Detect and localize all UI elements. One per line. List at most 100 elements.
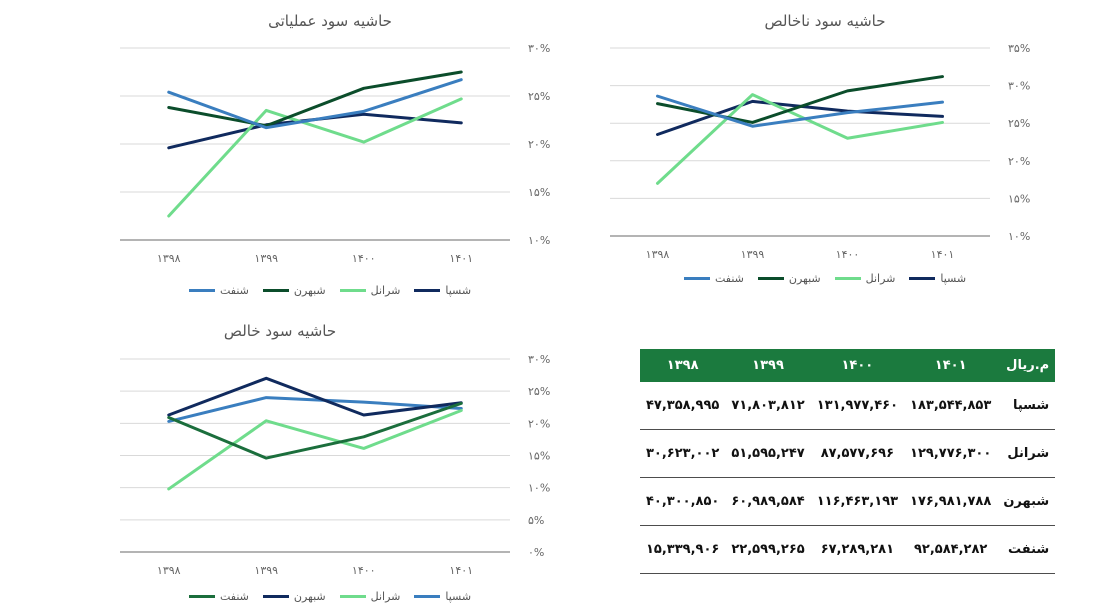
chart-plot: ۱۰% ۱۵% ۲۰% ۲۵% ۳۰% ۳۵% ۱۳۹۸ ۱۳۹۹ ۱۴۰۰ ۱۴۰۱: [610, 42, 1030, 261]
legend-item: شرانل: [834, 272, 896, 285]
y-tick-label: ۱۵%: [528, 450, 550, 463]
legend-item: شنفت: [188, 284, 249, 297]
series-line-شنفت: [167, 401, 463, 460]
legend-item: شرانل: [339, 590, 400, 603]
series-line-شنفت: [167, 78, 463, 130]
table-cell: ۱۵,۳۳۹,۹۰۶: [640, 525, 726, 574]
table-cell: ۸۷,۵۷۷,۶۹۶: [810, 429, 905, 478]
table-row: شرانل ۱۲۹,۷۷۶,۳۰۰ ۸۷,۵۷۷,۶۹۶ ۵۱,۵۹۵,۲۴۷ …: [640, 429, 1056, 478]
chart-legend: شسپا شرانل شبهرن شنفت: [590, 272, 1060, 285]
y-tick-label: ۱۰%: [528, 234, 550, 247]
y-tick-label: ۱۰%: [528, 482, 550, 495]
table-cell: ۴۷,۳۵۸,۹۹۵: [640, 382, 726, 430]
legend-label: شرانل: [370, 284, 401, 297]
legend-item: شسپا: [414, 284, 471, 297]
x-tick-label: ۱۴۰۱: [931, 248, 955, 261]
y-tick-label: ۲۰%: [1008, 155, 1030, 168]
legend-label: شرانل: [865, 272, 896, 285]
legend-swatch: [834, 277, 861, 280]
x-tick-label: ۱۴۰۰: [836, 248, 860, 261]
table-cell: شنفت: [997, 525, 1056, 574]
legend-label: شسپا: [940, 272, 967, 285]
y-tick-label: ۳۵%: [1008, 42, 1030, 55]
x-tick-label: ۱۳۹۹: [254, 564, 278, 577]
legend-item: شبهرن: [757, 272, 821, 285]
y-tick-label: ۳۰%: [528, 353, 550, 366]
table-header-cell: ۱۳۹۹: [725, 349, 811, 382]
series-line-شرانل: [167, 408, 463, 491]
y-tick-label: ۱۰%: [1008, 230, 1030, 243]
table-cell: ۱۸۳,۵۴۴,۸۵۳: [904, 382, 998, 430]
legend-label: شبهرن: [293, 590, 326, 603]
x-tick-label: ۱۳۹۹: [254, 252, 278, 265]
table-header-row: م.ریال ۱۴۰۱ ۱۴۰۰ ۱۳۹۹ ۱۳۹۸: [640, 349, 1056, 382]
x-tick-label: ۱۳۹۹: [741, 248, 765, 261]
legend-label: شنفت: [219, 590, 249, 603]
y-tick-label: ۳۰%: [1008, 80, 1030, 93]
legend-swatch: [757, 277, 784, 280]
legend-item: شبهرن: [262, 284, 326, 297]
revenue-table: م.ریال ۱۴۰۱ ۱۴۰۰ ۱۳۹۹ ۱۳۹۸ شسپا ۱۸۳,۵۴۴,…: [640, 349, 1056, 574]
chart-plot: ۰% ۵% ۱۰% ۱۵% ۲۰% ۲۵% ۳۰% ۱۳۹۸ ۱۳۹۹ ۱۴۰۰ ۱۴۰۱: [120, 353, 550, 577]
y-tick-label: ۱۵%: [1008, 192, 1030, 205]
legend-swatch: [339, 289, 366, 292]
table-row: شبهرن ۱۷۶,۹۸۱,۷۸۸ ۱۱۶,۴۶۳,۱۹۳ ۶۰,۹۸۹,۵۸۴…: [640, 477, 1056, 526]
y-tick-label: ۵%: [528, 514, 544, 527]
table-cell: ۶۰,۹۸۹,۵۸۴: [725, 477, 811, 526]
series-line-شبهرن: [656, 75, 944, 124]
chart-gross-margin: حاشیه سود ناخالص ۱۰% ۱۵% ۲۰% ۲۵% ۳۰% ۳۵% ۱۳۹۸ ۱…: [590, 0, 1060, 300]
x-tick-label: ۱۴۰۱: [449, 252, 473, 265]
legend-item: شرانل: [339, 284, 401, 297]
table-row: شنفت ۹۲,۵۸۴,۲۸۲ ۶۷,۲۸۹,۲۸۱ ۲۲,۵۹۹,۲۶۵ ۱۵…: [640, 525, 1056, 574]
legend-swatch: [262, 595, 289, 598]
legend-swatch: [414, 289, 441, 292]
x-tick-label: ۱۳۹۸: [157, 564, 181, 577]
x-tick-label: ۱۳۹۸: [646, 248, 670, 261]
y-tick-label: ۱۵%: [528, 186, 550, 199]
series-line-شسپا: [167, 396, 463, 423]
legend-label: شبهرن: [293, 284, 326, 297]
y-tick-label: ۳۰%: [528, 42, 550, 55]
y-tick-label: ۰%: [528, 546, 544, 559]
x-tick-label: ۱۳۹۸: [157, 252, 181, 265]
legend-swatch: [262, 289, 289, 292]
legend-item: شنفت: [188, 590, 249, 603]
series-line-شنفت: [656, 94, 944, 128]
table-cell: ۷۱,۸۰۳,۸۱۲: [725, 382, 811, 430]
table-cell: ۲۲,۵۹۹,۲۶۵: [725, 525, 811, 574]
table-cell: ۱۱۶,۴۶۳,۱۹۳: [810, 477, 905, 526]
legend-item: شنفت: [683, 272, 744, 285]
legend-swatch: [683, 277, 710, 280]
y-tick-label: ۲۰%: [528, 138, 550, 151]
x-tick-label: ۱۴۰۰: [352, 564, 376, 577]
table-header-cell: ۱۳۹۸: [640, 349, 726, 382]
table-cell: ۹۲,۵۸۴,۲۸۲: [904, 525, 998, 574]
legend-swatch: [188, 595, 215, 598]
y-tick-label: ۲۰%: [528, 417, 550, 430]
table-cell: شسپا: [997, 382, 1056, 430]
legend-swatch: [188, 289, 215, 292]
chart-title: حاشیه سود خالص: [223, 322, 337, 340]
series-line-شبهرن: [167, 376, 463, 417]
series-line-شرانل: [167, 97, 463, 218]
chart-net-margin: حاشیه سود خالص ۰% ۵% ۱۰% ۱۵% ۲۰% ۲۵% ۳۰% ۱۳۹۸ ۱۳…: [100, 318, 560, 616]
x-tick-label: ۱۴۰۰: [352, 252, 376, 265]
chart-plot: ۱۰% ۱۵% ۲۰% ۲۵% ۳۰% ۱۳۹۸ ۱۳۹۹ ۱۴۰۰ ۱۴۰۱: [120, 42, 550, 265]
series-line-شرانل: [656, 93, 944, 185]
series-line-شبهرن: [167, 70, 463, 128]
table-cell: ۶۷,۲۸۹,۲۸۱: [810, 525, 905, 574]
table-cell: ۱۳۱,۹۷۷,۴۶۰: [810, 382, 905, 430]
legend-item: شسپا: [909, 272, 966, 285]
table-cell: شبهرن: [997, 477, 1056, 526]
y-tick-label: ۲۵%: [528, 90, 550, 103]
table-cell: ۴۰,۳۰۰,۸۵۰: [640, 477, 726, 526]
legend-label: شبهرن: [788, 272, 821, 285]
x-tick-label: ۱۴۰۱: [449, 564, 473, 577]
legend-label: شسپا: [445, 284, 472, 297]
chart-operating-margin: حاشیه سود عملیاتی ۱۰% ۱۵% ۲۰% ۲۵% ۳۰% ۱۳۹۸ ۱۳۹…: [100, 0, 560, 310]
y-tick-label: ۲۵%: [1008, 117, 1030, 130]
legend-item: شسپا: [414, 590, 471, 603]
table-header-cell: ۱۴۰۰: [810, 349, 905, 382]
table-cell: شرانل: [997, 429, 1056, 478]
table-cell: ۵۱,۵۹۵,۲۴۷: [725, 429, 811, 478]
